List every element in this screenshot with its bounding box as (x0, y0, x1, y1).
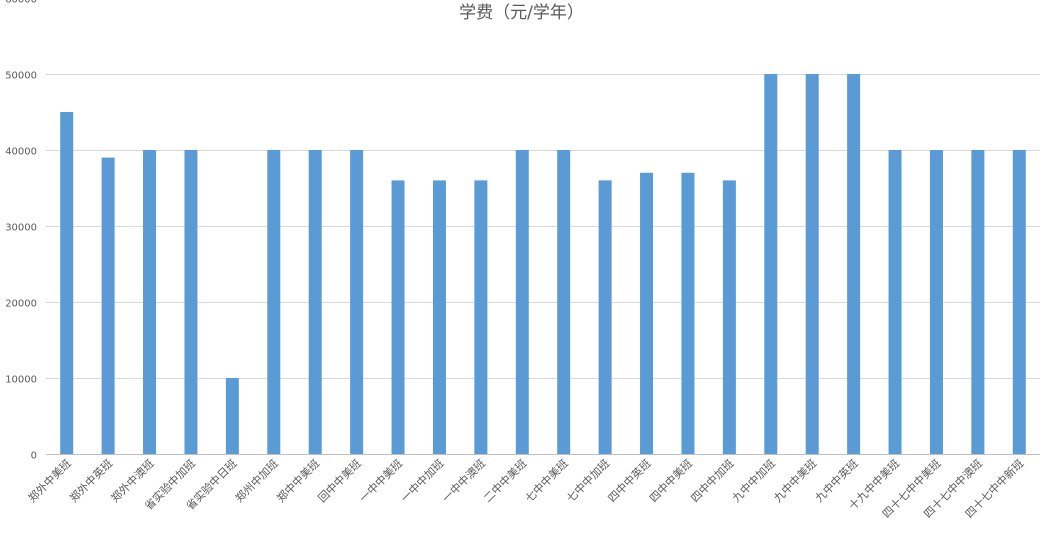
x-tick-label: 郑外中美班 (25, 456, 74, 505)
bar (557, 150, 571, 454)
x-tick-label: 九中中加班 (730, 457, 778, 505)
bar (350, 150, 364, 454)
x-tick-label: 郑外中英班 (66, 456, 115, 505)
bar (805, 74, 819, 454)
y-tick-label: 0 (31, 451, 37, 462)
x-tick-label: 一中中加班 (398, 457, 446, 505)
bar (971, 150, 985, 454)
bar (888, 150, 902, 454)
bar (1012, 150, 1026, 454)
y-tick-label: 30000 (5, 223, 37, 234)
y-tick-label: 10000 (5, 375, 37, 386)
bar (143, 150, 157, 454)
bar (640, 172, 654, 455)
bar (474, 180, 488, 454)
bar (722, 180, 736, 454)
bar (391, 180, 405, 454)
x-tick-label: 四中中加班 (688, 457, 736, 505)
bar (847, 74, 861, 454)
bar (267, 150, 281, 454)
y-axis-ticks: 0 10000 20000 30000 40000 50000 60000 (5, 0, 37, 462)
y-tick-label: 40000 (5, 147, 37, 158)
y-tick-label: 60000 (5, 0, 37, 6)
bars (60, 74, 1026, 455)
x-tick-label: 郑中中美班 (274, 456, 323, 505)
bar (60, 112, 74, 454)
x-tick-label: 回中中美班 (316, 457, 364, 505)
x-tick-label: 七中中美班 (523, 457, 571, 505)
x-tick-label: 四中中英班 (605, 456, 654, 505)
bar (432, 180, 446, 454)
bar (308, 150, 322, 454)
chart-title: 学费（元/学年） (459, 3, 584, 23)
bar (184, 150, 198, 454)
x-tick-label: 一中中澳班 (440, 457, 488, 505)
x-tick-label: 四中中美班 (647, 457, 695, 505)
x-tick-label: 二中中美班 (481, 457, 529, 505)
grid-lines (46, 74, 1040, 455)
y-tick-label: 20000 (5, 299, 37, 310)
x-axis-ticks: 郑外中美班郑外中英班郑外中澳班省实验中加班省实验中日班郑州中加班郑中中美班回中中… (25, 456, 1026, 520)
bar (764, 74, 778, 454)
bar (598, 180, 612, 454)
y-tick-label: 50000 (5, 71, 37, 82)
bar (681, 172, 695, 455)
x-tick-label: 郑州中加班 (232, 456, 281, 505)
bar (225, 378, 239, 454)
bar (101, 157, 115, 454)
x-tick-label: 一中中美班 (357, 457, 405, 505)
bar (929, 150, 943, 454)
bar (515, 150, 529, 454)
x-tick-label: 七中中加班 (564, 457, 612, 505)
x-tick-label: 九中中美班 (771, 457, 819, 505)
